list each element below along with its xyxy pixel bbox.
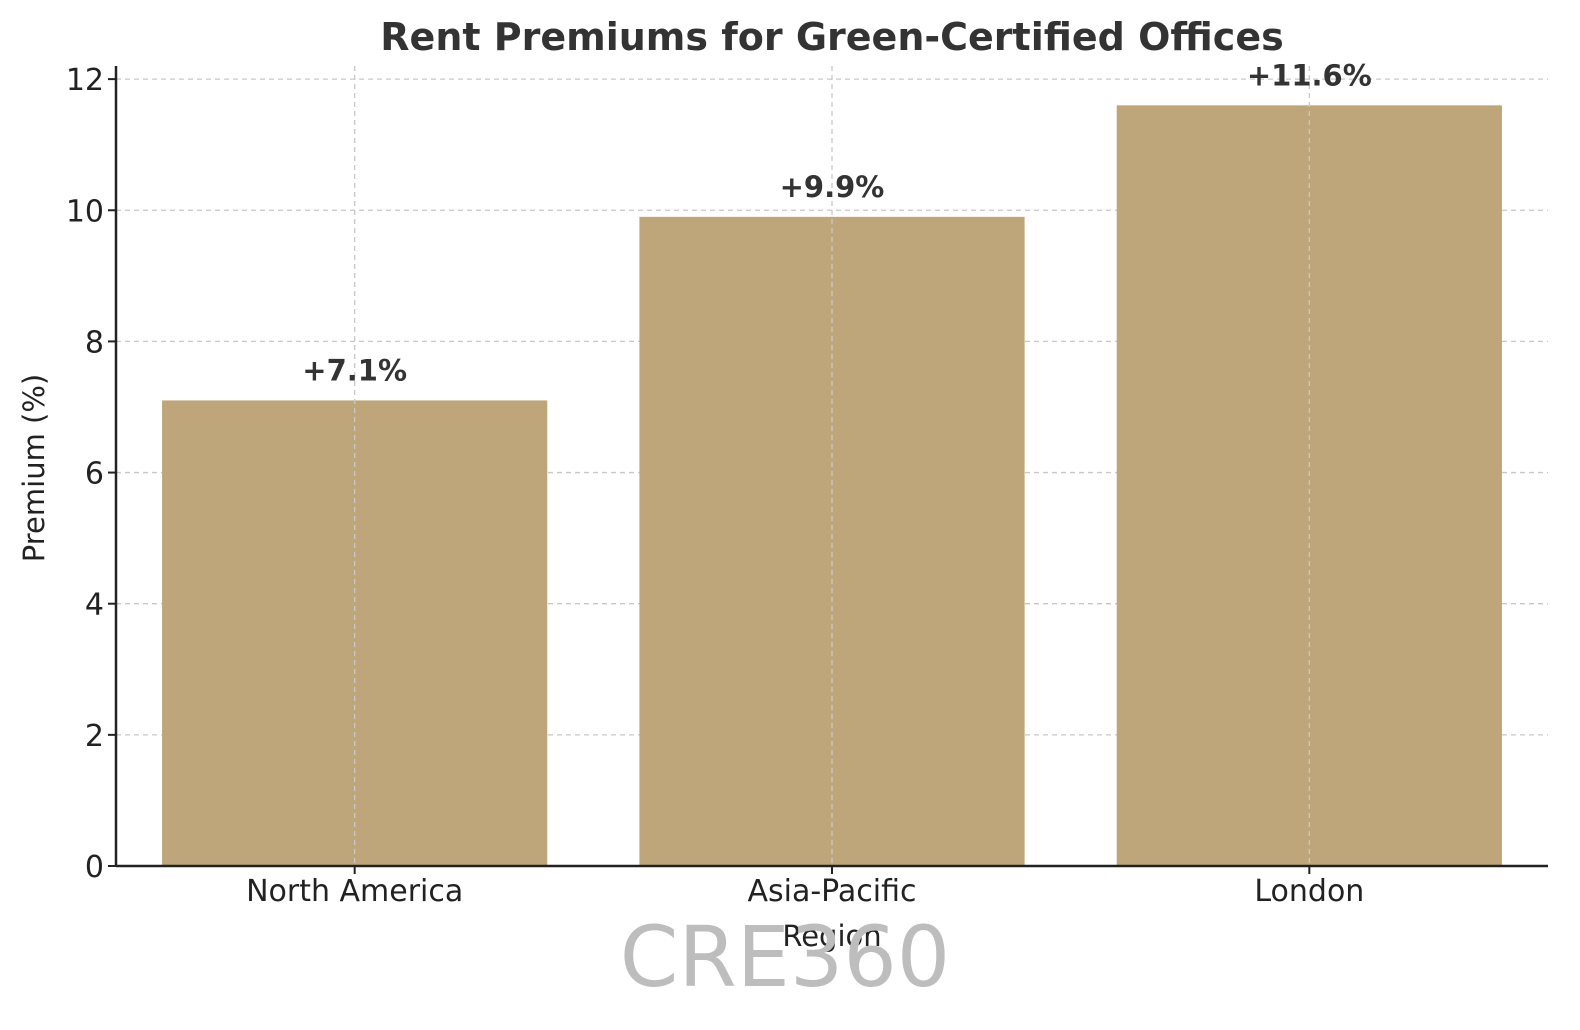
x-axis-label: Region (782, 919, 881, 953)
bar-data-label: +9.9% (780, 170, 885, 204)
y-tick-label: 8 (85, 325, 104, 360)
x-tick-label: Asia-Pacific (747, 874, 916, 909)
bar-data-label: +7.1% (302, 353, 407, 387)
y-tick-label: 0 (85, 850, 104, 885)
y-tick-label: 4 (85, 588, 104, 623)
data-labels: +7.1% +9.9% +11.6% (302, 58, 1371, 387)
x-tick-label: North America (246, 874, 463, 909)
y-axis-label: Premium (%) (17, 374, 51, 562)
x-tick-label: London (1254, 874, 1364, 909)
watermark-logo: CRE360 (620, 908, 950, 1006)
vertical-grid (354, 66, 1310, 866)
bar-data-label: +11.6% (1247, 58, 1372, 92)
y-tick-label: 12 (66, 63, 104, 98)
chart-title: Rent Premiums for Green-Certified Office… (380, 15, 1283, 59)
y-tick-label: 2 (85, 719, 104, 754)
y-tick-label: 6 (85, 457, 104, 492)
axes: 0 2 4 6 8 10 12 North America Asia-Pacific London (66, 63, 1548, 909)
bar (639, 216, 1025, 866)
y-tick-label: 10 (66, 194, 104, 229)
